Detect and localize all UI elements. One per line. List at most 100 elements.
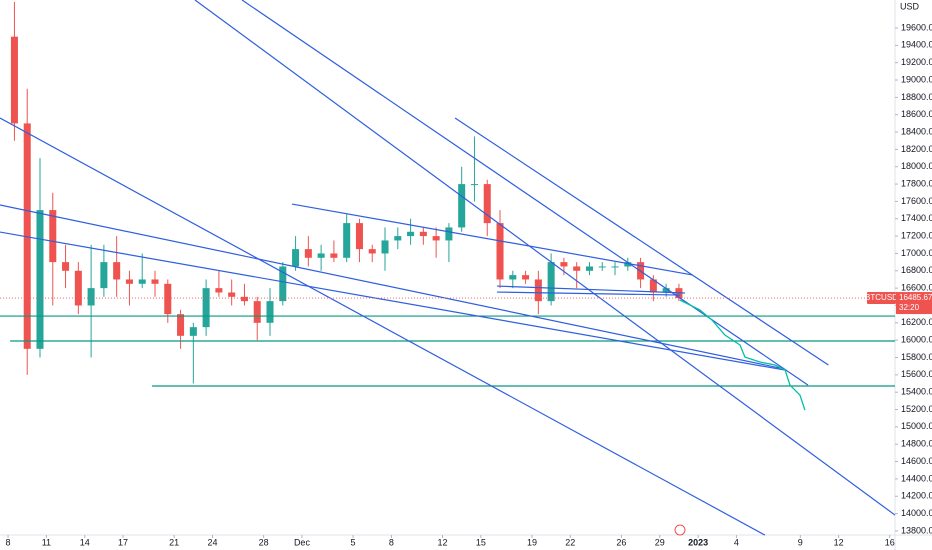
y-tick-label: 16000.00 [901, 335, 932, 345]
candle-body [573, 266, 581, 271]
candle-body [215, 288, 223, 293]
candle-body [649, 279, 657, 293]
candle-body [10, 36, 18, 124]
trendline [194, 0, 896, 516]
candle-body [74, 270, 82, 306]
y-tick-label: 17800.00 [901, 178, 932, 188]
candle-body [113, 262, 121, 280]
candle-body [432, 236, 440, 241]
trendline [241, 0, 809, 386]
trendline [0, 231, 786, 371]
candle-body [419, 231, 427, 237]
candle-body [496, 223, 504, 280]
y-tick-label: 18800.00 [901, 92, 932, 102]
x-tick-label: 15 [476, 537, 486, 547]
trendline [496, 291, 681, 296]
candle-body [151, 279, 159, 284]
y-tick-label: 18600.00 [901, 109, 932, 119]
countdown-text: 32:20 [899, 303, 920, 312]
candle-body [253, 301, 261, 323]
y-tick-label: 16200.00 [901, 317, 932, 327]
y-tick-label: 14600.00 [901, 456, 932, 466]
candle-body [585, 266, 593, 271]
candle-body [522, 275, 530, 280]
x-tick-label: 16 [885, 537, 895, 547]
symbol-tag-text: BTCUSD [865, 293, 898, 302]
candle-body [598, 266, 606, 268]
candle-body [177, 314, 185, 336]
y-tick-label: 14800.00 [901, 439, 932, 449]
candle-body [87, 288, 95, 306]
y-tick-label: 15800.00 [901, 352, 932, 362]
y-tick-label: 19600.00 [901, 22, 932, 32]
projection-line [679, 299, 806, 411]
candle-body [407, 231, 415, 237]
y-tick-label: 14200.00 [901, 491, 932, 501]
candle-body [125, 279, 133, 284]
y-tick-label: 17400.00 [901, 213, 932, 223]
symbol-tag [867, 292, 896, 305]
candle-body [330, 253, 338, 258]
x-tick-label: 12 [438, 537, 448, 547]
candle-body [534, 279, 542, 302]
currency-label: USD [900, 1, 920, 11]
x-tick-label: 26 [616, 537, 626, 547]
x-tick-label: 29 [655, 537, 665, 547]
x-tick-label: 14 [80, 537, 90, 547]
candle-body [202, 288, 210, 328]
trendline [496, 285, 685, 294]
y-tick-label: 16600.00 [901, 283, 932, 293]
candle-body [355, 223, 363, 250]
candle-body [189, 327, 197, 336]
y-tick-label: 17200.00 [901, 230, 932, 240]
candle-body [266, 301, 274, 323]
y-tick-label: 15600.00 [901, 369, 932, 379]
y-tick-label: 14400.00 [901, 473, 932, 483]
y-tick-label: 15000.00 [901, 421, 932, 431]
candle-body [394, 236, 402, 241]
x-tick-label: Dec [294, 537, 311, 547]
candle-body [49, 210, 57, 263]
candle-body [560, 262, 568, 267]
candle-body [304, 249, 312, 258]
candle-body [509, 275, 517, 280]
candle-body [483, 184, 491, 224]
price-tag [896, 292, 932, 315]
event-icon[interactable] [674, 524, 686, 536]
candle-body [279, 266, 287, 302]
trendline [0, 117, 766, 536]
candle-body [292, 249, 300, 267]
x-tick-label: 8 [6, 537, 11, 547]
y-tick-label: 15200.00 [901, 404, 932, 414]
x-tick-label: 19 [527, 537, 537, 547]
candle-body [100, 262, 108, 289]
x-tick-label: 28 [259, 537, 269, 547]
candle-body [458, 184, 466, 228]
y-tick-label: 14000.00 [901, 508, 932, 518]
candle-body [240, 296, 248, 302]
y-tick-label: 17000.00 [901, 248, 932, 258]
x-tick-label: 21 [169, 537, 179, 547]
x-tick-label: 12 [834, 537, 844, 547]
x-tick-label: 4 [734, 537, 739, 547]
y-tick-label: 17600.00 [901, 196, 932, 206]
candle-body [547, 262, 555, 302]
x-tick-label: 24 [207, 537, 217, 547]
y-tick-label: 13800.00 [901, 525, 932, 535]
y-tick-label: 19200.00 [901, 57, 932, 67]
candle-body [445, 227, 453, 241]
price-tag-text: 16485.67 [899, 293, 932, 302]
candle-body [381, 240, 389, 254]
candle-body [23, 123, 31, 349]
candle-body [470, 184, 478, 186]
candle-body [138, 279, 146, 284]
x-tick-label: 8 [389, 537, 394, 547]
candle-body [317, 253, 325, 258]
x-tick-label: 11 [42, 537, 51, 547]
candle-body [611, 266, 619, 268]
y-tick-label: 16800.00 [901, 265, 932, 275]
y-tick-label: 19400.00 [901, 40, 932, 50]
x-tick-label: 22 [565, 537, 575, 547]
candle-body [662, 288, 670, 293]
